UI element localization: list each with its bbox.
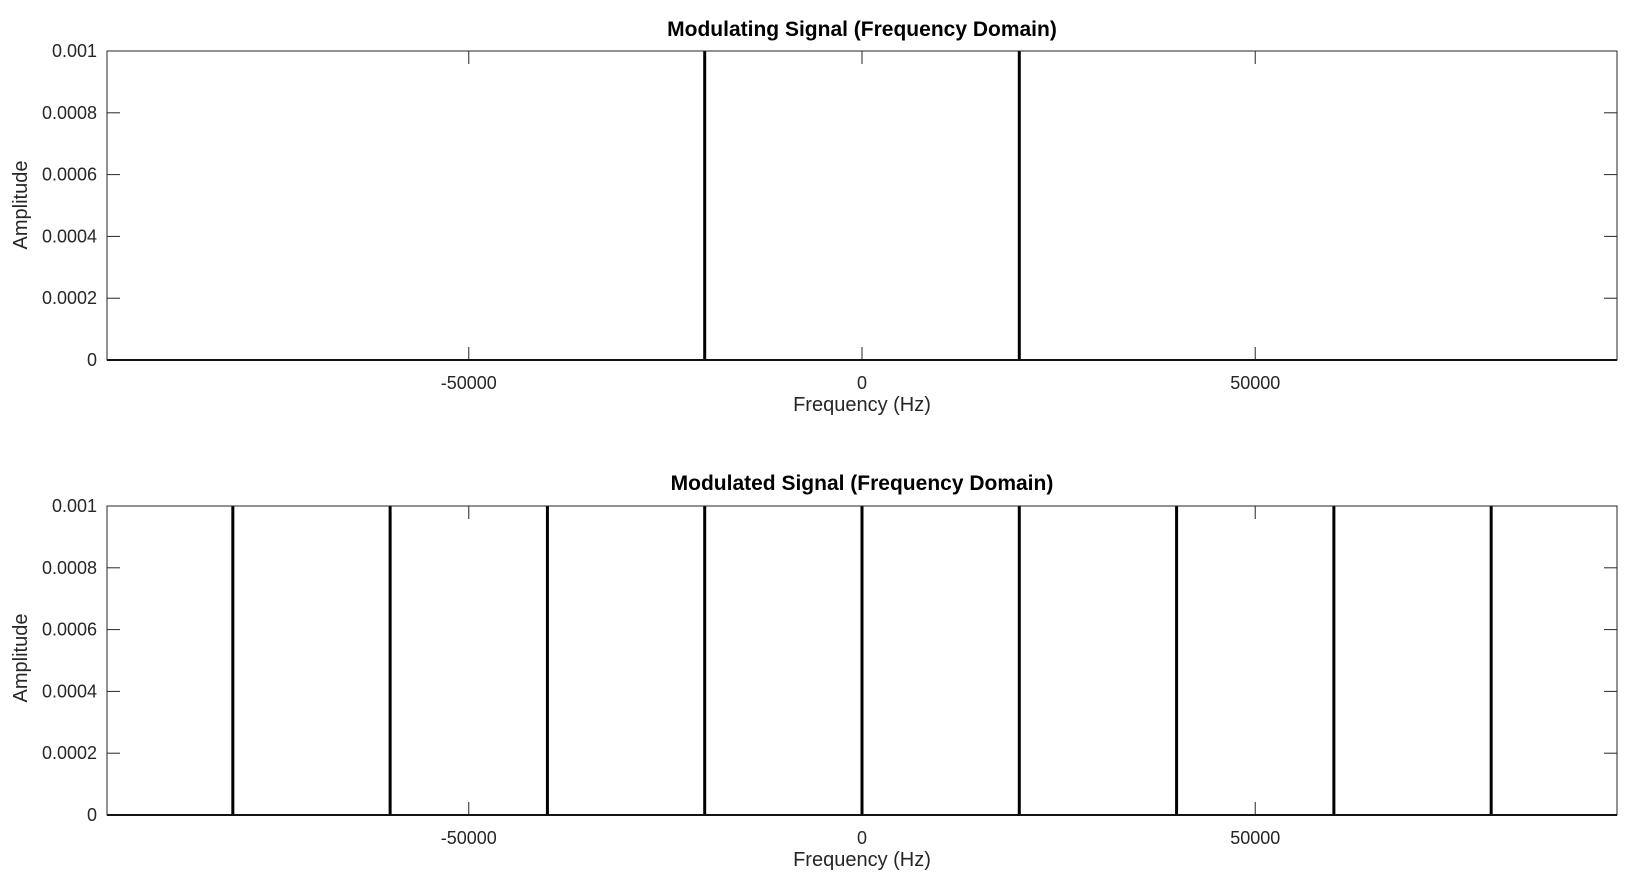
- y-tick-label: 0: [87, 350, 97, 370]
- y-tick-label: 0: [87, 805, 97, 825]
- x-tick-label: 50000: [1230, 828, 1280, 848]
- x-tick-label: 50000: [1230, 373, 1280, 393]
- y-tick-label: 0.0006: [42, 165, 97, 185]
- y-tick-label: 0.001: [52, 496, 97, 516]
- y-tick-label: 0.0002: [42, 288, 97, 308]
- y-tick-label: 0.0008: [42, 558, 97, 578]
- y-tick-label: 0.0006: [42, 620, 97, 640]
- x-axis-label: Frequency (Hz): [793, 394, 931, 416]
- y-tick-label: 0.0004: [42, 681, 97, 701]
- modulated-signal-plot: Modulated Signal (Frequency Domain) Freq…: [10, 472, 1618, 871]
- y-tick-label: 0.0002: [42, 743, 97, 763]
- y-axis-label: Amplitude: [10, 614, 32, 703]
- chart-title: Modulated Signal (Frequency Domain): [671, 472, 1054, 495]
- plot-marks: 0 0.0002 0.0004 0.0006 0.0008 0.001 -50000 0 500…: [42, 496, 1618, 848]
- x-tick-label: -50000: [441, 373, 497, 393]
- x-tick-label: -50000: [441, 828, 497, 848]
- axes-frame: [106, 50, 1618, 361]
- y-tick-label: 0.001: [52, 41, 97, 61]
- x-tick-label: 0: [857, 373, 867, 393]
- modulating-signal-plot: Modulating Signal (Frequency Domain) Fre…: [10, 18, 1618, 416]
- x-axis-label: Frequency (Hz): [793, 849, 931, 871]
- y-axis-label: Amplitude: [10, 161, 32, 250]
- chart-title: Modulating Signal (Frequency Domain): [667, 18, 1057, 41]
- axes-frame: [106, 505, 1618, 816]
- x-tick-label: 0: [857, 828, 867, 848]
- y-tick-label: 0.0004: [42, 226, 97, 246]
- plot-marks: 0 0.0002 0.0004 0.0006 0.0008 0.001 -50000 0 500…: [42, 41, 1618, 393]
- y-tick-label: 0.0008: [42, 103, 97, 123]
